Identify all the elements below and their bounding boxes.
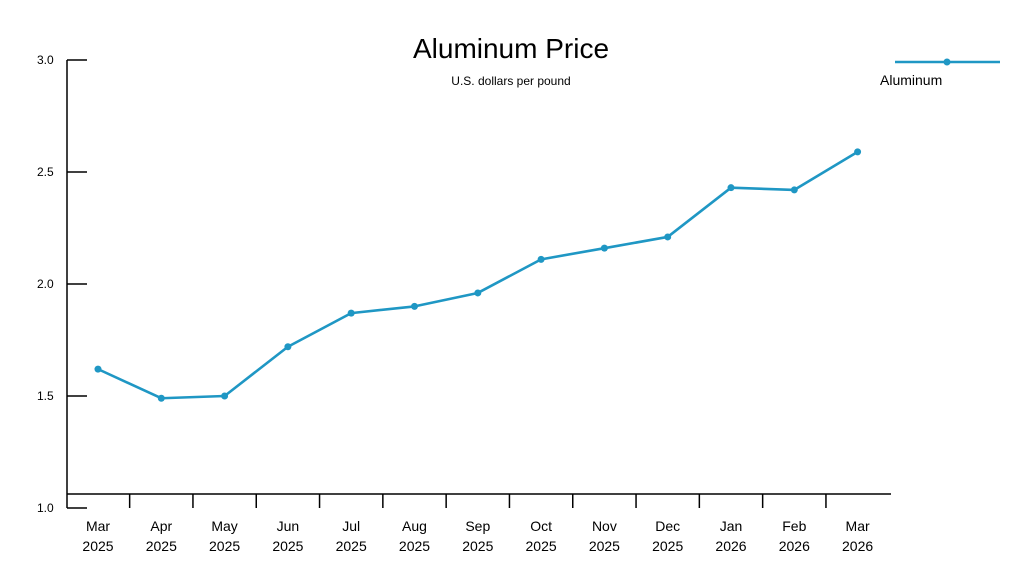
chart-subtitle: U.S. dollars per pound bbox=[451, 74, 570, 88]
x-tick-label-month: Oct bbox=[530, 518, 552, 534]
data-point bbox=[347, 309, 355, 317]
x-tick-label-year: 2026 bbox=[715, 538, 746, 554]
data-point bbox=[411, 302, 418, 310]
data-point bbox=[284, 343, 292, 351]
x-tick-label-month: Jun bbox=[277, 518, 300, 534]
axes bbox=[66, 60, 891, 508]
x-tick-label-month: Dec bbox=[655, 518, 680, 534]
data-point bbox=[221, 392, 229, 400]
data-point bbox=[854, 148, 862, 156]
y-axis-ticks: 1.0 1.5 2.0 2.5 3.0 bbox=[37, 53, 87, 515]
y-tick-label: 1.5 bbox=[37, 389, 54, 403]
x-tick-label-month: Feb bbox=[782, 518, 806, 534]
x-tick-label-year: 2025 bbox=[209, 538, 240, 554]
x-tick-label-month: Jan bbox=[720, 518, 743, 534]
x-tick-label-year: 2025 bbox=[589, 538, 620, 554]
x-tick-label-month: Nov bbox=[592, 518, 617, 534]
x-tick-label-year: 2025 bbox=[399, 538, 430, 554]
data-point bbox=[157, 394, 165, 402]
x-tick-label-month: Sep bbox=[465, 518, 490, 534]
x-tick-label-month: Aug bbox=[402, 518, 427, 534]
x-tick-label-year: 2026 bbox=[779, 538, 810, 554]
x-axis-ticks: Mar 2025 Apr 2025 May 2025 Jun 2025 Jul 2025 Aug 20… bbox=[82, 494, 873, 554]
x-tick-label-year: 2025 bbox=[146, 538, 177, 554]
y-tick-label: 2.5 bbox=[37, 165, 54, 179]
x-tick-label-year: 2026 bbox=[842, 538, 873, 554]
series-line-aluminum bbox=[97, 150, 859, 400]
x-tick-label-month: Mar bbox=[846, 518, 870, 534]
x-tick-label-year: 2025 bbox=[272, 538, 303, 554]
y-tick-label: 1.0 bbox=[37, 501, 54, 515]
chart-title: Aluminum Price bbox=[413, 33, 609, 64]
x-tick-label-month: Jul bbox=[342, 518, 360, 534]
data-point bbox=[664, 233, 672, 241]
data-point bbox=[727, 184, 735, 192]
x-tick-label-year: 2025 bbox=[652, 538, 683, 554]
data-point bbox=[537, 255, 545, 263]
legend-marker bbox=[943, 58, 951, 66]
data-point bbox=[94, 365, 102, 373]
data-point bbox=[474, 289, 482, 297]
y-tick-label: 3.0 bbox=[37, 53, 54, 67]
series-layer bbox=[94, 148, 862, 402]
x-tick-label-month: Apr bbox=[150, 518, 172, 534]
legend: Aluminum bbox=[880, 58, 1000, 88]
x-tick-label-year: 2025 bbox=[82, 538, 113, 554]
x-tick-label-year: 2025 bbox=[462, 538, 493, 554]
x-tick-label-month: Mar bbox=[86, 518, 110, 534]
x-tick-label-year: 2025 bbox=[526, 538, 557, 554]
data-point bbox=[790, 186, 798, 194]
legend-label: Aluminum bbox=[880, 72, 942, 88]
x-tick-label-month: May bbox=[211, 518, 237, 534]
y-tick-label: 2.0 bbox=[37, 277, 54, 291]
x-tick-label-year: 2025 bbox=[336, 538, 367, 554]
data-point bbox=[600, 244, 608, 252]
